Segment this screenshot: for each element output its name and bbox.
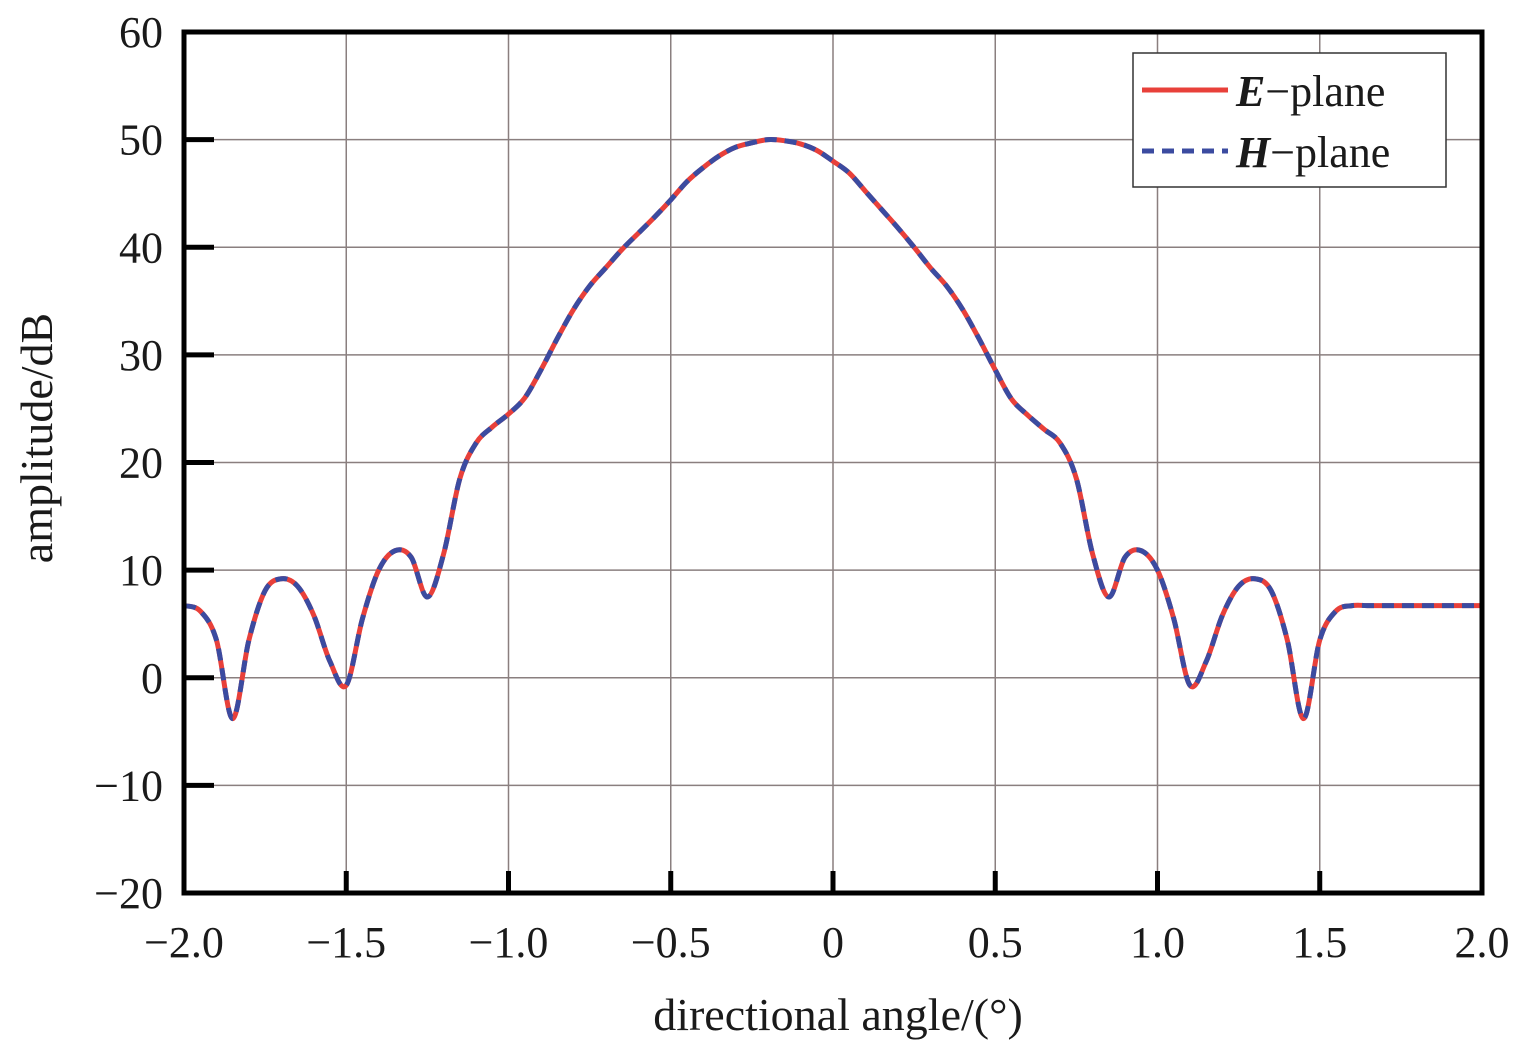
x-tick-label: 1.0	[1130, 918, 1185, 967]
y-tick-label: 50	[119, 116, 163, 165]
x-tick-label: 2.0	[1455, 918, 1510, 967]
legend-suffix-e: −plane	[1265, 67, 1385, 116]
legend-box	[1132, 52, 1447, 188]
y-tick-label: 30	[119, 331, 163, 380]
legend-label-e-plane: E−plane	[1235, 67, 1385, 116]
x-tick-labels: −2.0 −1.5 −1.0 −0.5 0 0.5 1.0 1.5 2.0	[144, 918, 1509, 967]
legend-label-h-plane: H−plane	[1235, 128, 1390, 177]
x-tick-label: −1.5	[306, 918, 386, 967]
y-tick-label: 10	[119, 546, 163, 595]
series-layer	[183, 137, 1482, 722]
x-tick-label: 0	[822, 918, 844, 967]
x-axis-title: directional angle/(°)	[653, 989, 1023, 1040]
legend-symbol-e: E	[1235, 67, 1265, 116]
x-tick-label: −0.5	[631, 918, 711, 967]
series-line-h-plane	[183, 137, 1482, 722]
y-tick-label: 20	[119, 439, 163, 488]
x-tick-label: −1.0	[469, 918, 549, 967]
y-tick-label: −20	[94, 869, 163, 918]
x-tick-label: 1.5	[1292, 918, 1347, 967]
x-tick-label: −2.0	[144, 918, 224, 967]
legend-suffix-h: −plane	[1270, 128, 1390, 177]
axis-ticks	[184, 137, 1323, 893]
y-tick-label: −10	[94, 761, 163, 810]
y-tick-label: 0	[141, 654, 163, 703]
legend-symbol-h: H	[1235, 128, 1272, 177]
y-tick-label: 40	[119, 223, 163, 272]
y-axis-title: amplitude/dB	[11, 313, 62, 563]
x-tick-label: 0.5	[968, 918, 1023, 967]
y-tick-labels: −20 −10 0 10 20 30 40 50 60	[94, 8, 163, 918]
legend: E−plane H−plane	[1132, 52, 1447, 188]
y-tick-label: 60	[119, 8, 163, 57]
